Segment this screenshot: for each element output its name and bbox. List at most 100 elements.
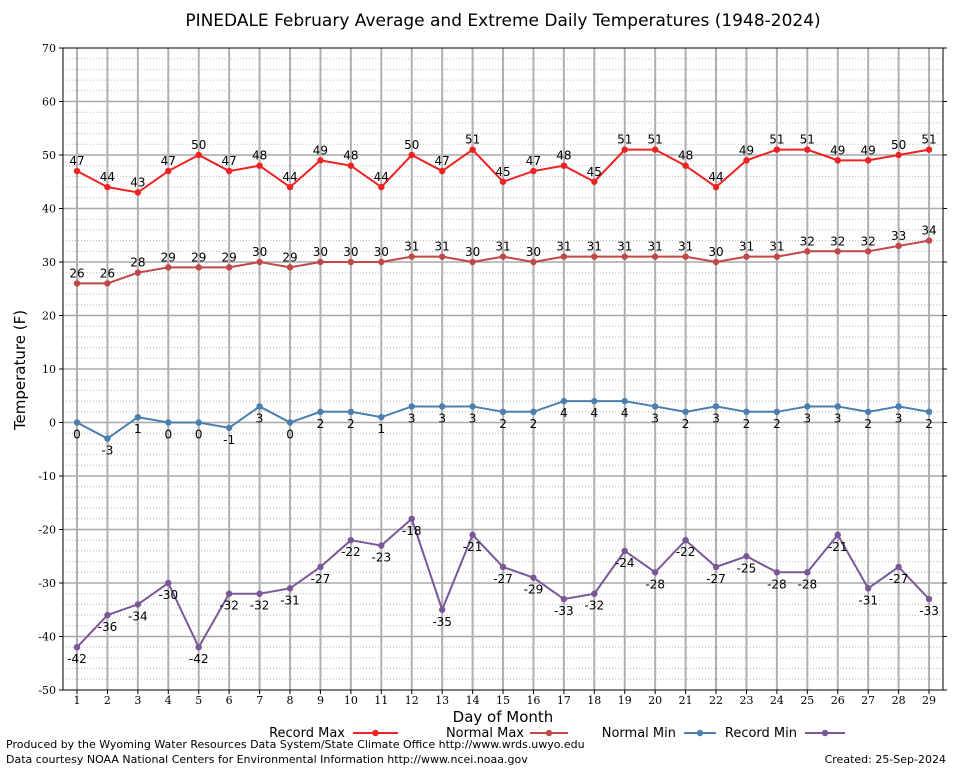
data-point (560, 253, 568, 260)
data-point (712, 563, 720, 571)
x-tick-label: 24 (770, 694, 784, 707)
data-point (560, 162, 568, 169)
data-label: 2 (773, 417, 781, 431)
data-label: 30 (526, 245, 541, 259)
data-point (347, 408, 355, 415)
x-tick-label: 6 (226, 694, 233, 707)
data-point (378, 413, 385, 421)
data-point (773, 408, 781, 415)
data-label: -27 (311, 572, 331, 586)
data-label: 47 (222, 154, 237, 168)
data-point (104, 183, 111, 191)
data-label: -28 (645, 577, 665, 591)
data-label: 29 (282, 250, 297, 264)
data-label: -21 (463, 540, 483, 554)
data-point (712, 258, 720, 266)
data-label: 44 (100, 170, 115, 184)
series-record-max: 47 44 43 47 50 47 48 44 49 48 44 50 47 51 45 47 48 45 51 51… (69, 133, 937, 196)
x-tick-label: 5 (195, 694, 202, 707)
data-label: 0 (195, 428, 203, 442)
x-tick-label: 19 (618, 694, 632, 707)
footer-created-date: Created: 25-Sep-2024 (825, 753, 946, 766)
data-point (408, 253, 415, 260)
x-tick-label: 2 (104, 694, 111, 707)
data-label: 2 (530, 417, 538, 431)
data-point (408, 403, 415, 410)
data-label: 3 (438, 411, 446, 425)
data-point (438, 403, 446, 410)
data-label: 51 (465, 133, 480, 147)
data-label: 3 (469, 411, 477, 425)
data-point (408, 151, 415, 159)
data-label: 3 (256, 411, 264, 425)
data-point (225, 167, 233, 175)
legend-swatch-marker (696, 729, 704, 737)
y-tick-label: 60 (42, 96, 56, 109)
data-point (682, 253, 689, 260)
data-point (895, 403, 902, 410)
data-label: 30 (313, 245, 328, 259)
data-point (134, 601, 142, 608)
data-point (499, 178, 507, 185)
data-label: 2 (864, 417, 872, 431)
footer-data-courtesy: Data courtesy NOAA National Centers for … (6, 753, 528, 766)
data-label: 26 (69, 266, 84, 280)
data-label: 45 (495, 165, 510, 179)
data-point (165, 167, 172, 175)
data-point (317, 408, 324, 415)
data-label: 32 (830, 234, 845, 248)
data-point (834, 157, 841, 164)
data-label: 30 (465, 245, 480, 259)
data-point (925, 237, 933, 244)
footer-produced-by: Produced by the Wyoming Water Resources … (6, 738, 585, 751)
data-label: 49 (830, 143, 845, 157)
data-label: -18 (402, 524, 422, 538)
data-point (743, 553, 750, 560)
x-tick-label: 8 (287, 694, 294, 707)
x-tick-label: 13 (435, 694, 449, 707)
data-point (804, 569, 811, 576)
x-tick-label: 12 (405, 694, 419, 707)
data-point (621, 253, 628, 260)
x-tick-label: 10 (344, 694, 358, 707)
data-label: 2 (925, 417, 933, 431)
x-tick-label: 20 (648, 694, 662, 707)
data-label: 0 (164, 428, 172, 442)
data-point (834, 403, 841, 410)
data-label: 3 (651, 411, 659, 425)
data-label: 3 (803, 411, 811, 425)
series-normal-max: 26 26 28 29 29 29 30 29 30 30 30 31 31 30 31 30 31 31 31 31… (69, 224, 937, 287)
legend-swatch-marker (372, 729, 379, 737)
x-tick-label: 16 (526, 694, 540, 707)
x-tick-label: 28 (892, 694, 906, 707)
y-tick-label: -20 (38, 524, 56, 537)
legend-label: Normal Min (602, 726, 676, 741)
data-point (743, 253, 750, 260)
data-label: 31 (404, 240, 419, 254)
data-point (864, 585, 872, 592)
data-label: -1 (223, 433, 235, 447)
data-label: 31 (435, 240, 450, 254)
data-label: 4 (621, 406, 629, 420)
data-label: -28 (798, 577, 818, 591)
data-label: 31 (648, 240, 663, 254)
data-point (651, 569, 659, 576)
data-label: 31 (556, 240, 571, 254)
data-label: 30 (374, 245, 389, 259)
data-label: -23 (371, 551, 391, 565)
data-point (864, 408, 872, 415)
x-tick-label: 1 (74, 694, 81, 707)
data-point (895, 563, 902, 571)
data-label: 29 (191, 250, 206, 264)
x-tick-label: 27 (861, 694, 875, 707)
data-point (591, 397, 598, 405)
data-point (225, 424, 233, 432)
y-tick-label: -40 (38, 631, 56, 644)
data-point (104, 611, 111, 619)
data-label: 49 (861, 143, 876, 157)
data-label: 51 (800, 133, 815, 147)
data-point (895, 242, 902, 250)
data-label: 30 (343, 245, 358, 259)
